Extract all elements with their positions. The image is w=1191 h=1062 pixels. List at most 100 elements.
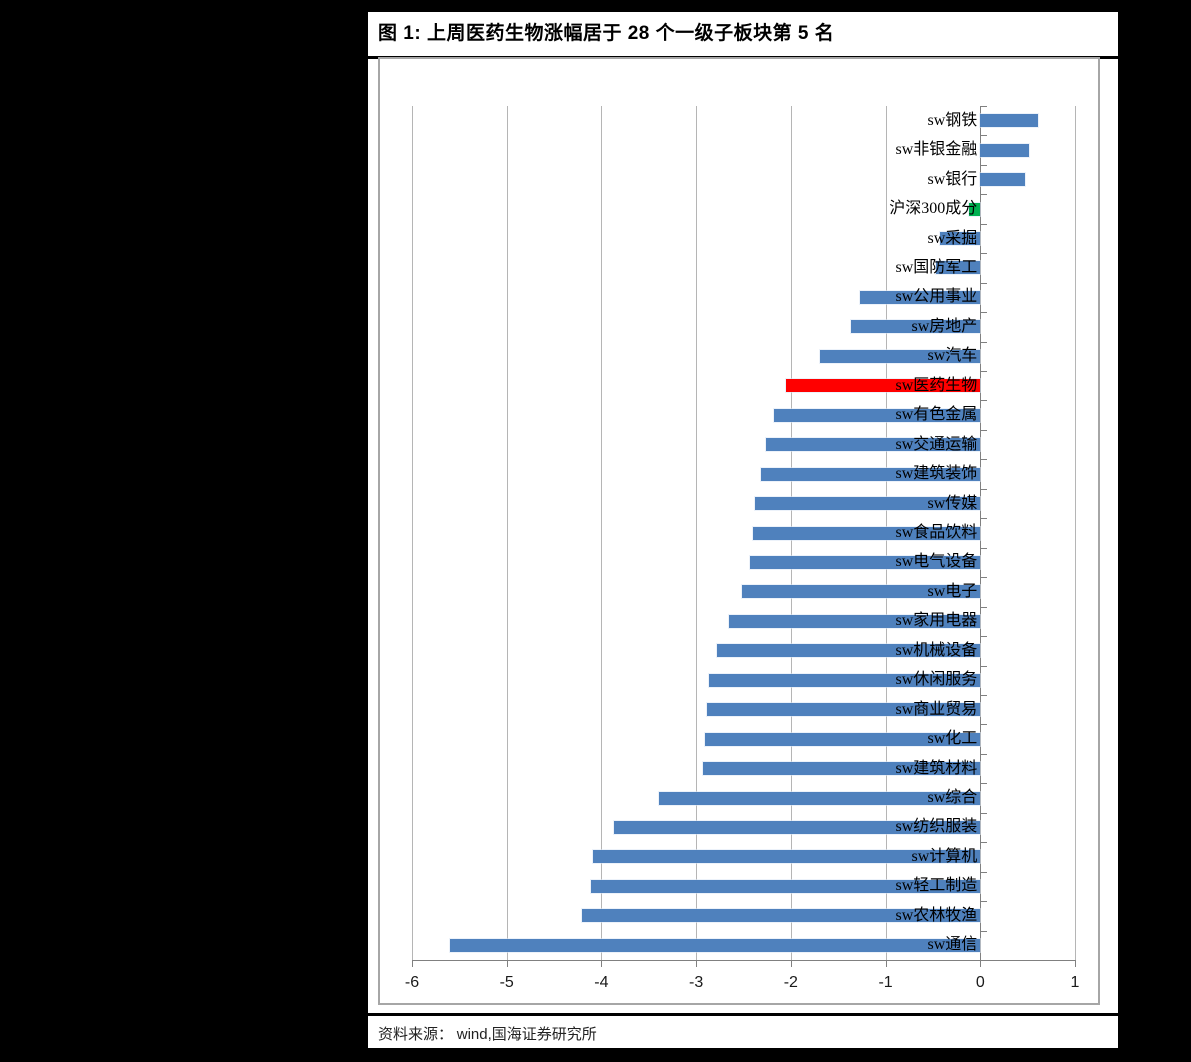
gridline <box>696 106 698 960</box>
x-axis-tick <box>790 960 792 967</box>
x-axis-tick <box>1075 960 1076 967</box>
category-tick <box>981 518 988 520</box>
category-tick <box>981 341 988 343</box>
category-tick <box>981 400 988 402</box>
bar <box>729 614 981 628</box>
category-tick <box>981 753 988 755</box>
category-label: sw国防军工 <box>895 258 978 276</box>
x-tick-label: 1 <box>1070 974 1080 991</box>
category-tick <box>981 547 988 549</box>
gridline <box>1075 106 1076 960</box>
bar <box>980 143 1029 157</box>
category-label: sw食品饮料 <box>895 524 978 541</box>
category-tick <box>981 164 988 166</box>
category-label: sw有色金属 <box>895 406 978 424</box>
category-label: sw纺织服装 <box>895 818 978 836</box>
bar <box>752 526 981 540</box>
bar <box>968 202 981 216</box>
category-tick <box>981 371 988 373</box>
plot-area: sw钢铁 sw非银金融 sw银行沪深300成分 sw采掘 sw国防军工 sw公用事业 sw房… <box>380 59 1098 1003</box>
bar <box>980 114 1039 128</box>
category-tick <box>981 429 988 431</box>
category-label: 沪深300成分 <box>889 200 978 218</box>
category-label: sw传媒 <box>927 494 978 512</box>
bar <box>851 320 981 334</box>
bar <box>581 909 981 923</box>
category-label: sw家用电器 <box>895 612 978 630</box>
category-tick <box>981 312 988 314</box>
source-line: 资料来源： wind,国海证券研究所 <box>378 1020 1108 1050</box>
x-tick-label: -3 <box>689 974 704 991</box>
chart-box: sw钢铁 sw非银金融 sw银行沪深300成分 sw采掘 sw国防军工 sw公用事业 sw房… <box>378 57 1100 1005</box>
category-tick <box>981 223 988 225</box>
category-label: sw汽车 <box>927 347 978 365</box>
category-tick <box>981 694 988 696</box>
bar <box>980 173 1025 187</box>
category-label: sw电子 <box>927 582 978 600</box>
category-label: sw医药生物 <box>895 376 978 394</box>
bar <box>709 673 981 687</box>
category-tick <box>981 871 988 873</box>
bar <box>761 467 981 481</box>
category-label: sw银行 <box>927 170 978 188</box>
category-label: sw化工 <box>927 730 978 748</box>
bar <box>449 938 981 952</box>
report-figure-panel: 图 1: 上周医药生物涨幅居于 28 个一级子板块第 5 名 sw钢铁 sw非银金… <box>368 12 1118 1048</box>
category-label: sw公用事业 <box>895 288 978 306</box>
category-tick <box>981 106 988 107</box>
gridline <box>506 106 508 960</box>
x-axis-tick <box>506 960 508 967</box>
bar <box>786 379 981 393</box>
bar <box>939 232 981 246</box>
category-label: sw建筑材料 <box>895 759 978 777</box>
bar <box>935 261 981 275</box>
x-axis-tick <box>601 960 603 967</box>
category-label: sw计算机 <box>911 847 978 865</box>
bar <box>741 585 981 599</box>
category-label: sw综合 <box>927 789 978 807</box>
category-tick <box>981 194 988 196</box>
bar <box>859 290 981 304</box>
gridline <box>412 106 413 960</box>
category-label: sw通信 <box>927 936 978 954</box>
category-tick <box>981 606 988 608</box>
bar <box>716 644 981 658</box>
category-label: sw房地产 <box>911 317 978 335</box>
category-label: sw休闲服务 <box>895 671 978 689</box>
category-tick <box>981 282 988 284</box>
bar <box>706 703 981 717</box>
category-tick <box>981 783 988 785</box>
source-label: 资料来源： <box>378 1027 454 1043</box>
x-tick-label: 0 <box>975 974 985 991</box>
category-tick <box>981 253 988 255</box>
figure-title: 图 1: 上周医药生物涨幅居于 28 个一级子板块第 5 名 <box>378 23 835 44</box>
bar <box>766 438 981 452</box>
category-tick <box>981 665 988 667</box>
footer-divider-rule <box>368 1013 1118 1016</box>
x-tick-label: -6 <box>404 974 420 991</box>
category-label: sw采掘 <box>927 229 978 247</box>
category-label: sw非银金融 <box>895 141 978 159</box>
category-tick <box>981 930 988 932</box>
bar <box>750 555 981 569</box>
x-axis-line <box>412 960 1076 961</box>
x-tick-label: -1 <box>878 974 893 991</box>
category-tick <box>981 577 988 579</box>
category-label: sw农林牧渔 <box>895 906 978 924</box>
source-value: wind,国海证券研究所 <box>456 1026 597 1043</box>
bar <box>591 879 981 893</box>
category-tick <box>981 812 988 814</box>
bar <box>773 408 981 422</box>
x-axis-tick <box>696 960 698 967</box>
bar <box>659 791 981 805</box>
x-tick-label: -2 <box>783 974 798 991</box>
bar <box>704 732 981 746</box>
category-tick <box>981 636 988 638</box>
category-label: sw机械设备 <box>895 641 978 659</box>
category-tick <box>981 901 988 903</box>
category-label: sw钢铁 <box>927 111 978 129</box>
x-tick-label: -4 <box>594 974 609 991</box>
bar <box>820 349 981 363</box>
category-label: sw电气设备 <box>895 553 978 571</box>
